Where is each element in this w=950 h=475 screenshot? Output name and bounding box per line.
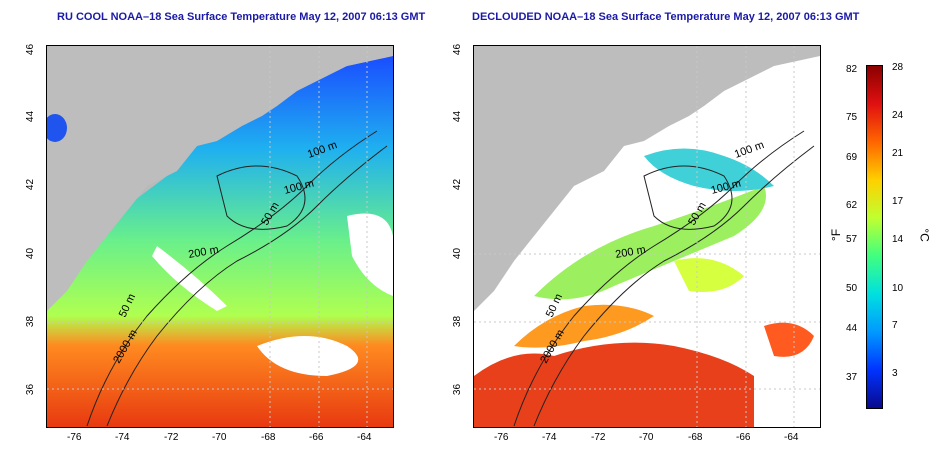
right-sst-patch (674, 258, 744, 292)
y-tick-label: 40 (25, 247, 37, 260)
x-tick-label: -74 (115, 432, 130, 443)
fahrenheit-tick: 62 (846, 200, 858, 211)
right-map-graphic: 100 m 100 m 50 m 200 m 50 m 2000 m (474, 46, 820, 427)
x-tick-label: -70 (639, 432, 654, 443)
x-tick-label: -74 (542, 432, 557, 443)
right-sst-patch (514, 304, 654, 348)
right-contour-label: 100 m (733, 139, 766, 161)
fahrenheit-tick: 57 (846, 234, 858, 245)
celsius-tick: 14 (892, 234, 904, 245)
right-depth-contour (533, 145, 815, 427)
fahrenheit-tick: 50 (846, 283, 858, 294)
right-contour-label: 200 m (614, 244, 646, 261)
y-tick-label: 38 (452, 315, 464, 328)
right-land-region (474, 46, 820, 311)
y-tick-label: 42 (25, 178, 37, 191)
fahrenheit-tick: 75 (846, 112, 858, 123)
y-tick-label: 36 (25, 383, 37, 396)
right-sst-patch (534, 186, 766, 300)
x-tick-label: -76 (494, 432, 509, 443)
celsius-tick: 7 (892, 320, 898, 331)
y-tick-label: 38 (25, 315, 37, 328)
left-cloud-gap (152, 246, 227, 311)
celsius-tick: 17 (892, 196, 904, 207)
x-tick-label: -72 (591, 432, 606, 443)
x-tick-label: -68 (688, 432, 703, 443)
left-depth-contour (216, 165, 306, 230)
celsius-tick: 28 (892, 62, 904, 73)
right-sst-patch (764, 322, 814, 357)
y-tick-label: 40 (452, 247, 464, 260)
right-sst-map: 100 m 100 m 50 m 200 m 50 m 2000 m (473, 45, 821, 428)
x-tick-label: -76 (67, 432, 82, 443)
celsius-tick: 24 (892, 110, 904, 121)
y-tick-label: 46 (25, 43, 37, 56)
left-contour-label: 200 m (187, 244, 219, 261)
left-depth-contour (106, 145, 388, 427)
celsius-tick: 3 (892, 368, 898, 379)
x-tick-label: -64 (784, 432, 799, 443)
right-map-title: DECLOUDED NOAA–18 Sea Surface Temperatur… (472, 11, 860, 23)
fahrenheit-unit-label: °F (829, 228, 844, 242)
right-sst-patch (474, 342, 754, 427)
left-land-region (47, 46, 393, 311)
left-map-graphic: 100 m 100 m 50 m 200 m 50 m 2000 m (47, 46, 393, 427)
left-depth-contour (86, 130, 378, 427)
x-tick-label: -66 (736, 432, 751, 443)
right-depth-contour (513, 130, 805, 427)
x-tick-label: -66 (309, 432, 324, 443)
y-tick-label: 46 (452, 43, 464, 56)
celsius-unit-label: °C (917, 228, 932, 242)
fahrenheit-tick: 69 (846, 152, 858, 163)
fahrenheit-tick: 44 (846, 323, 858, 334)
x-tick-label: -72 (164, 432, 179, 443)
fahrenheit-tick: 37 (846, 372, 858, 383)
left-cloud-gap (347, 213, 393, 296)
y-tick-label: 42 (452, 178, 464, 191)
y-tick-label: 44 (452, 110, 464, 123)
colorbar (866, 65, 883, 409)
left-cloud-gap (257, 336, 359, 376)
x-tick-label: -70 (212, 432, 227, 443)
left-sst-map: 100 m 100 m 50 m 200 m 50 m 2000 m (46, 45, 394, 428)
x-tick-label: -64 (357, 432, 372, 443)
x-tick-label: -68 (261, 432, 276, 443)
celsius-tick: 10 (892, 283, 904, 294)
y-tick-label: 36 (452, 383, 464, 396)
left-lake-feature (47, 114, 67, 142)
fahrenheit-tick: 82 (846, 64, 858, 75)
y-tick-label: 44 (25, 110, 37, 123)
left-map-title: RU COOL NOAA–18 Sea Surface Temperature … (57, 11, 426, 23)
right-depth-contour (643, 165, 733, 230)
celsius-tick: 21 (892, 148, 904, 159)
